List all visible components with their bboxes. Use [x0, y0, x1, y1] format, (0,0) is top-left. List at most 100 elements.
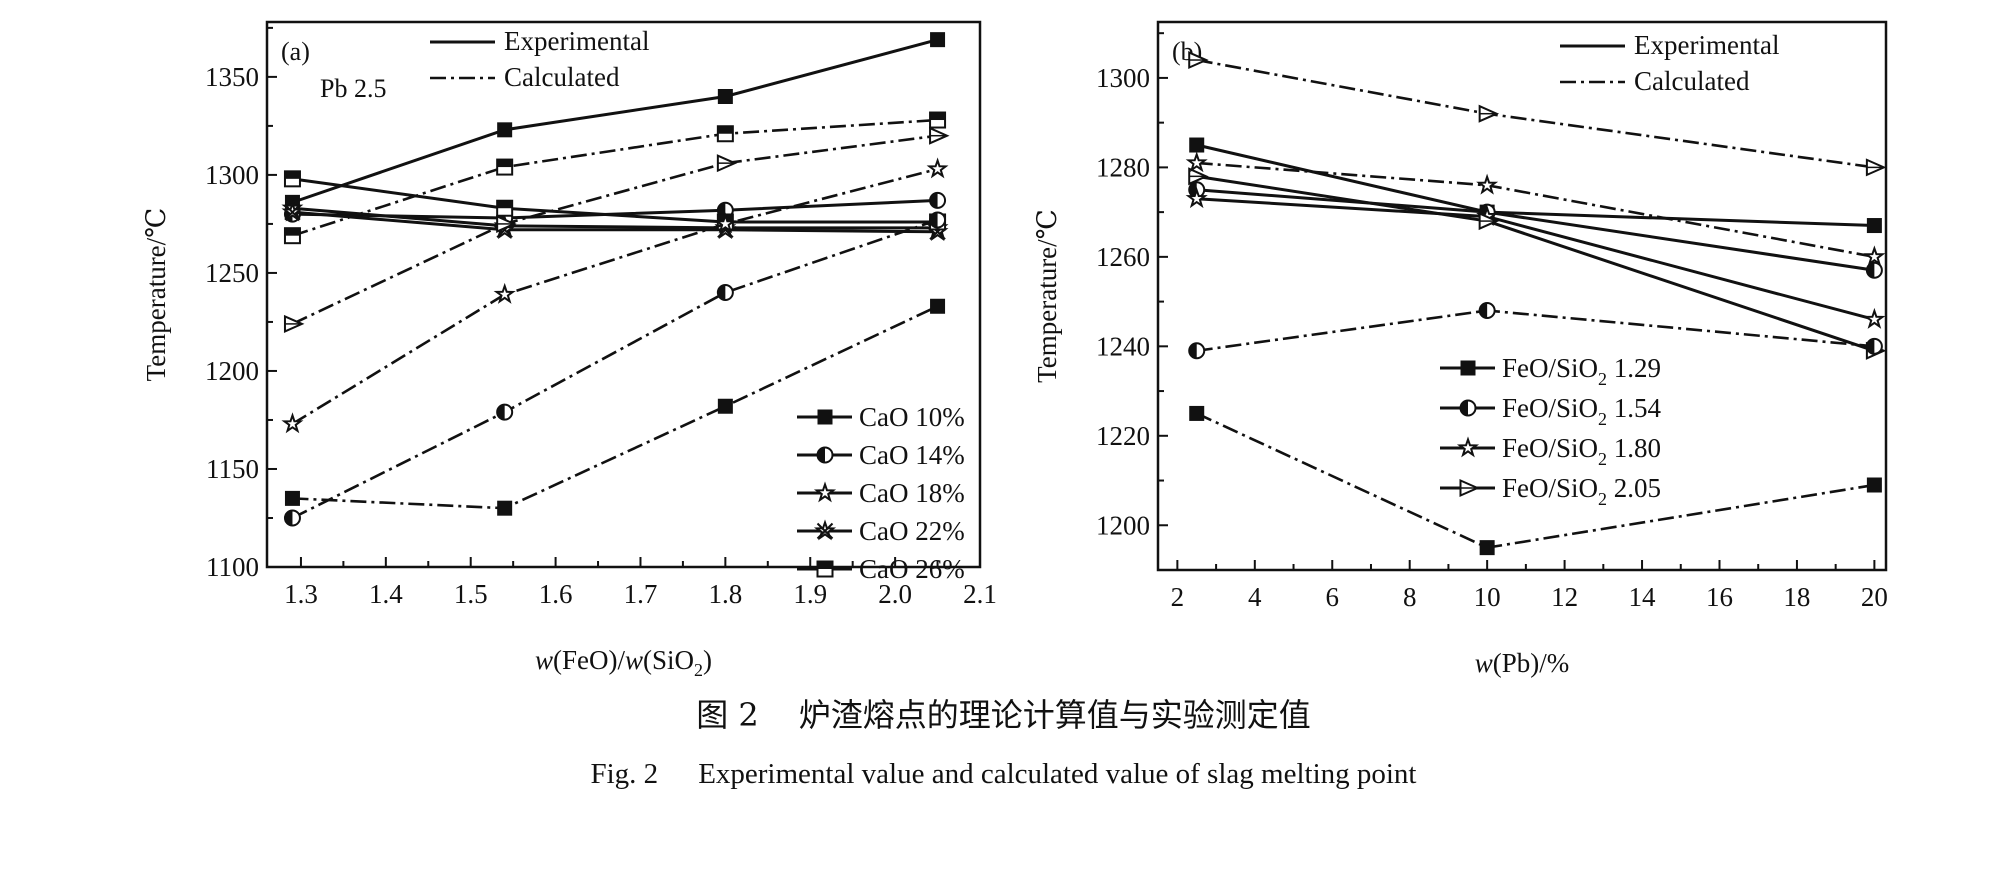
data-point: [1188, 167, 1209, 186]
legend-label: FeO/SiO2 1.54: [1502, 393, 1662, 429]
x-tick-label: 2: [1171, 582, 1185, 612]
data-point: [930, 32, 946, 48]
x-tick-label: 16: [1706, 582, 1733, 612]
x-tick-label: 1.7: [624, 579, 658, 609]
data-point: [1189, 137, 1205, 153]
x-axis-title: w(FeO)/w(SiO2): [535, 645, 712, 680]
y-tick-label: 1300: [1096, 63, 1150, 93]
legend-label: FeO/SiO2 2.05: [1502, 473, 1661, 509]
legend-marker: [817, 409, 833, 425]
series-line: [1196, 174, 1875, 353]
x-tick-label: 2.0: [878, 579, 912, 609]
legend-label: FeO/SiO2 1.80: [1502, 433, 1661, 469]
data-point: [281, 200, 304, 222]
series-line: [291, 134, 938, 326]
data-point: [929, 126, 950, 145]
series-line: [1196, 143, 1875, 228]
annotation-label: Pb 2.5: [320, 74, 386, 103]
x-tick-label: 12: [1551, 582, 1578, 612]
caption-cn-label: 图 2: [696, 696, 759, 734]
series-line: [292, 305, 939, 510]
data-point: [716, 125, 734, 143]
legend-label: FeO/SiO2 1.29: [1502, 353, 1661, 389]
x-tick-label: 1.9: [793, 579, 827, 609]
data-point: [283, 170, 301, 188]
x-axis: 1.3 1.4 1.5 1.6 1.7 1.8 1.9 2.0 2.1: [284, 557, 997, 609]
data-point: [926, 157, 949, 179]
y-tick-label: 1250: [205, 258, 259, 288]
data-point: [1866, 218, 1882, 234]
plot-frame: [265, 20, 982, 569]
legend-marker: [1459, 478, 1480, 498]
legend-label: CaO 18%: [859, 478, 965, 508]
y-axis-title: Temperature/℃: [141, 208, 171, 382]
caption-cn-text: 炉渣熔点的理论计算值与实验测定值: [798, 696, 1311, 734]
data-point: [1478, 104, 1500, 123]
marker-legend: FeO/SiO2 1.29 FeO/SiO2 1.54 FeO/SiO2 1.80 F…: [1440, 353, 1662, 509]
y-tick-label: 1150: [206, 454, 259, 484]
legend-label: Calculated: [1634, 66, 1750, 96]
x-tick-label: 1.4: [369, 579, 403, 609]
data-point: [496, 403, 514, 421]
y-tick-label: 1260: [1096, 242, 1150, 272]
legend-marker: [1459, 399, 1477, 417]
legend-label: Experimental: [1634, 30, 1779, 60]
y-tick-label: 1220: [1096, 421, 1150, 451]
data-point: [714, 212, 737, 234]
data-point: [283, 509, 301, 527]
x-tick-label: 6: [1326, 582, 1340, 612]
series-group: [1185, 50, 1887, 556]
style-legend: Experimental Calculated: [430, 26, 649, 92]
y-axis: 1200 1220 1240 1260 1280 1300: [1096, 32, 1168, 540]
x-tick-label: 1.8: [708, 579, 742, 609]
legend-marker: [813, 481, 837, 503]
data-point: [1476, 173, 1499, 195]
legend-marker: [1460, 360, 1476, 376]
style-legend: Experimental Calculated: [1560, 30, 1779, 96]
data-point: [717, 398, 733, 414]
data-point: [1866, 477, 1882, 493]
y-tick-label: 1280: [1096, 152, 1150, 182]
legend-label: Experimental: [504, 26, 649, 56]
data-point: [496, 158, 514, 176]
x-tick-label: 10: [1474, 582, 1501, 612]
legend-marker: [816, 560, 834, 578]
y-tick-label: 1240: [1096, 331, 1150, 361]
legend-label: CaO 10%: [859, 402, 965, 432]
series-line: [292, 206, 938, 230]
data-point: [716, 154, 738, 173]
data-point: [497, 122, 513, 138]
y-tick-label: 1200: [1096, 510, 1150, 540]
x-tick-label: 1.3: [284, 579, 318, 609]
data-point: [1185, 151, 1208, 173]
data-point: [1188, 50, 1209, 70]
data-point: [281, 412, 304, 434]
data-point: [1185, 187, 1208, 209]
series-group: [281, 32, 950, 527]
x-tick-label: 18: [1783, 582, 1810, 612]
y-tick-label: 1200: [205, 356, 259, 386]
x-tick-label: 20: [1861, 582, 1888, 612]
y-tick-label: 1350: [205, 62, 259, 92]
data-point: [496, 199, 514, 217]
legend-marker: [1456, 436, 1480, 458]
data-point: [1479, 540, 1495, 556]
legend-label: CaO 26%: [859, 554, 965, 584]
x-tick-label: 4: [1248, 582, 1262, 612]
data-point: [929, 211, 947, 229]
data-point: [283, 227, 301, 245]
marker-legend: CaO 10% CaO 14% CaO 18% CaO 22% CaO 26%: [797, 402, 965, 584]
data-point: [929, 191, 947, 209]
data-point: [1865, 158, 1887, 177]
caption-chinese: 图 2 炉渣熔点的理论计算值与实验测定值: [0, 690, 2007, 736]
panel-label: (a): [281, 37, 310, 66]
legend-marker: [813, 519, 837, 541]
data-point: [930, 298, 946, 314]
series-line: [1196, 197, 1875, 321]
data-point: [1188, 342, 1206, 360]
data-point: [493, 282, 516, 304]
data-point: [497, 500, 513, 516]
legend-label: CaO 22%: [859, 516, 965, 546]
